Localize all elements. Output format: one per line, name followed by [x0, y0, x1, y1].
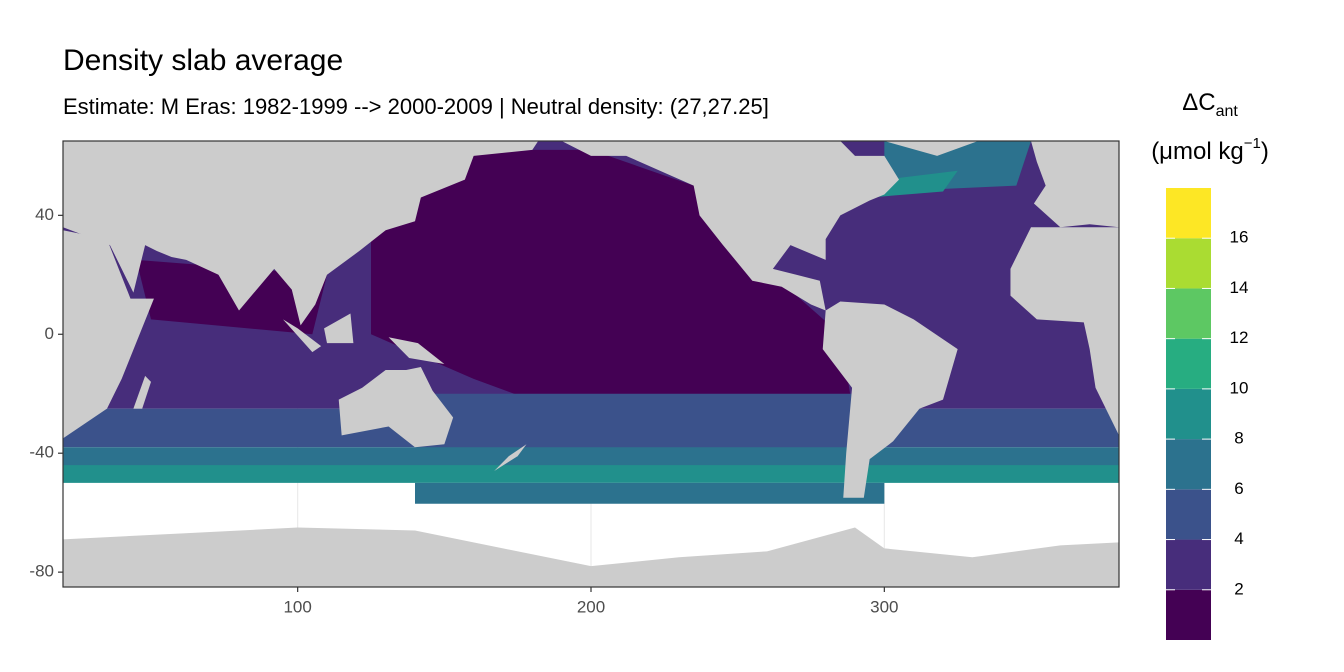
colorbar-band: [1166, 539, 1211, 590]
land: [388, 337, 445, 364]
land: [494, 444, 527, 472]
colorbar-tick-label: 12: [1230, 328, 1249, 347]
ocean-region: [415, 482, 885, 504]
land: [338, 366, 454, 448]
land: [884, 141, 979, 156]
y-tick-label: 40: [35, 205, 54, 224]
colorbar-tick-label: 6: [1234, 479, 1243, 498]
legend-title: ΔCant: [1182, 89, 1238, 120]
colorbar-band: [1166, 388, 1211, 440]
land: [822, 301, 958, 498]
colorbar-band: [1166, 238, 1211, 289]
ocean-region: [869, 170, 958, 198]
land: [324, 313, 354, 344]
colorbar-tick-label: 2: [1234, 579, 1243, 598]
ocean-region: [415, 393, 855, 454]
colorbar-tick-label: 10: [1230, 378, 1249, 397]
y-tick-label: -40: [29, 443, 54, 462]
legend-unit-open: (μmol kg: [1151, 138, 1244, 165]
colorbar-band: [1166, 188, 1211, 239]
colorbar-tick-label: 16: [1230, 228, 1249, 247]
land: [133, 375, 151, 409]
legend-unit-close: ): [1261, 138, 1269, 165]
x-tick-label: 100: [283, 597, 311, 616]
ocean-region: [63, 465, 1119, 483]
y-tick-label: -80: [29, 562, 54, 581]
antarctica: [63, 527, 1119, 587]
ocean-region: [63, 447, 1119, 469]
land: [283, 319, 322, 353]
colorbar-tick-label: 8: [1234, 429, 1243, 448]
colorbar-band: [1166, 338, 1211, 389]
land: [63, 230, 154, 439]
legend-unit-sup: −1: [1244, 135, 1261, 152]
legend-unit: (μmol kg−1): [1151, 135, 1269, 165]
chart-title: Density slab average: [63, 44, 343, 77]
x-tick-label: 200: [577, 597, 605, 616]
map-layer: [63, 141, 1119, 587]
colorbar-tick-label: 4: [1234, 529, 1243, 548]
chart-subtitle: Estimate: M Eras: 1982-1999 --> 2000-200…: [63, 94, 769, 119]
colorbar-band: [1166, 288, 1211, 339]
legend-title-sub: ant: [1216, 103, 1239, 120]
colorbar-band: [1166, 589, 1211, 640]
colorbar-band: [1166, 489, 1211, 540]
legend-title-main: ΔC: [1182, 89, 1215, 116]
land: [1031, 141, 1119, 228]
land: [1010, 227, 1119, 436]
x-tick-label: 300: [870, 597, 898, 616]
colorbar-band: [1166, 439, 1211, 490]
y-tick-label: 0: [45, 324, 54, 343]
land: [561, 141, 899, 311]
ocean-region: [371, 149, 855, 439]
colorbar-tick-label: 14: [1230, 278, 1249, 297]
land: [63, 141, 539, 326]
